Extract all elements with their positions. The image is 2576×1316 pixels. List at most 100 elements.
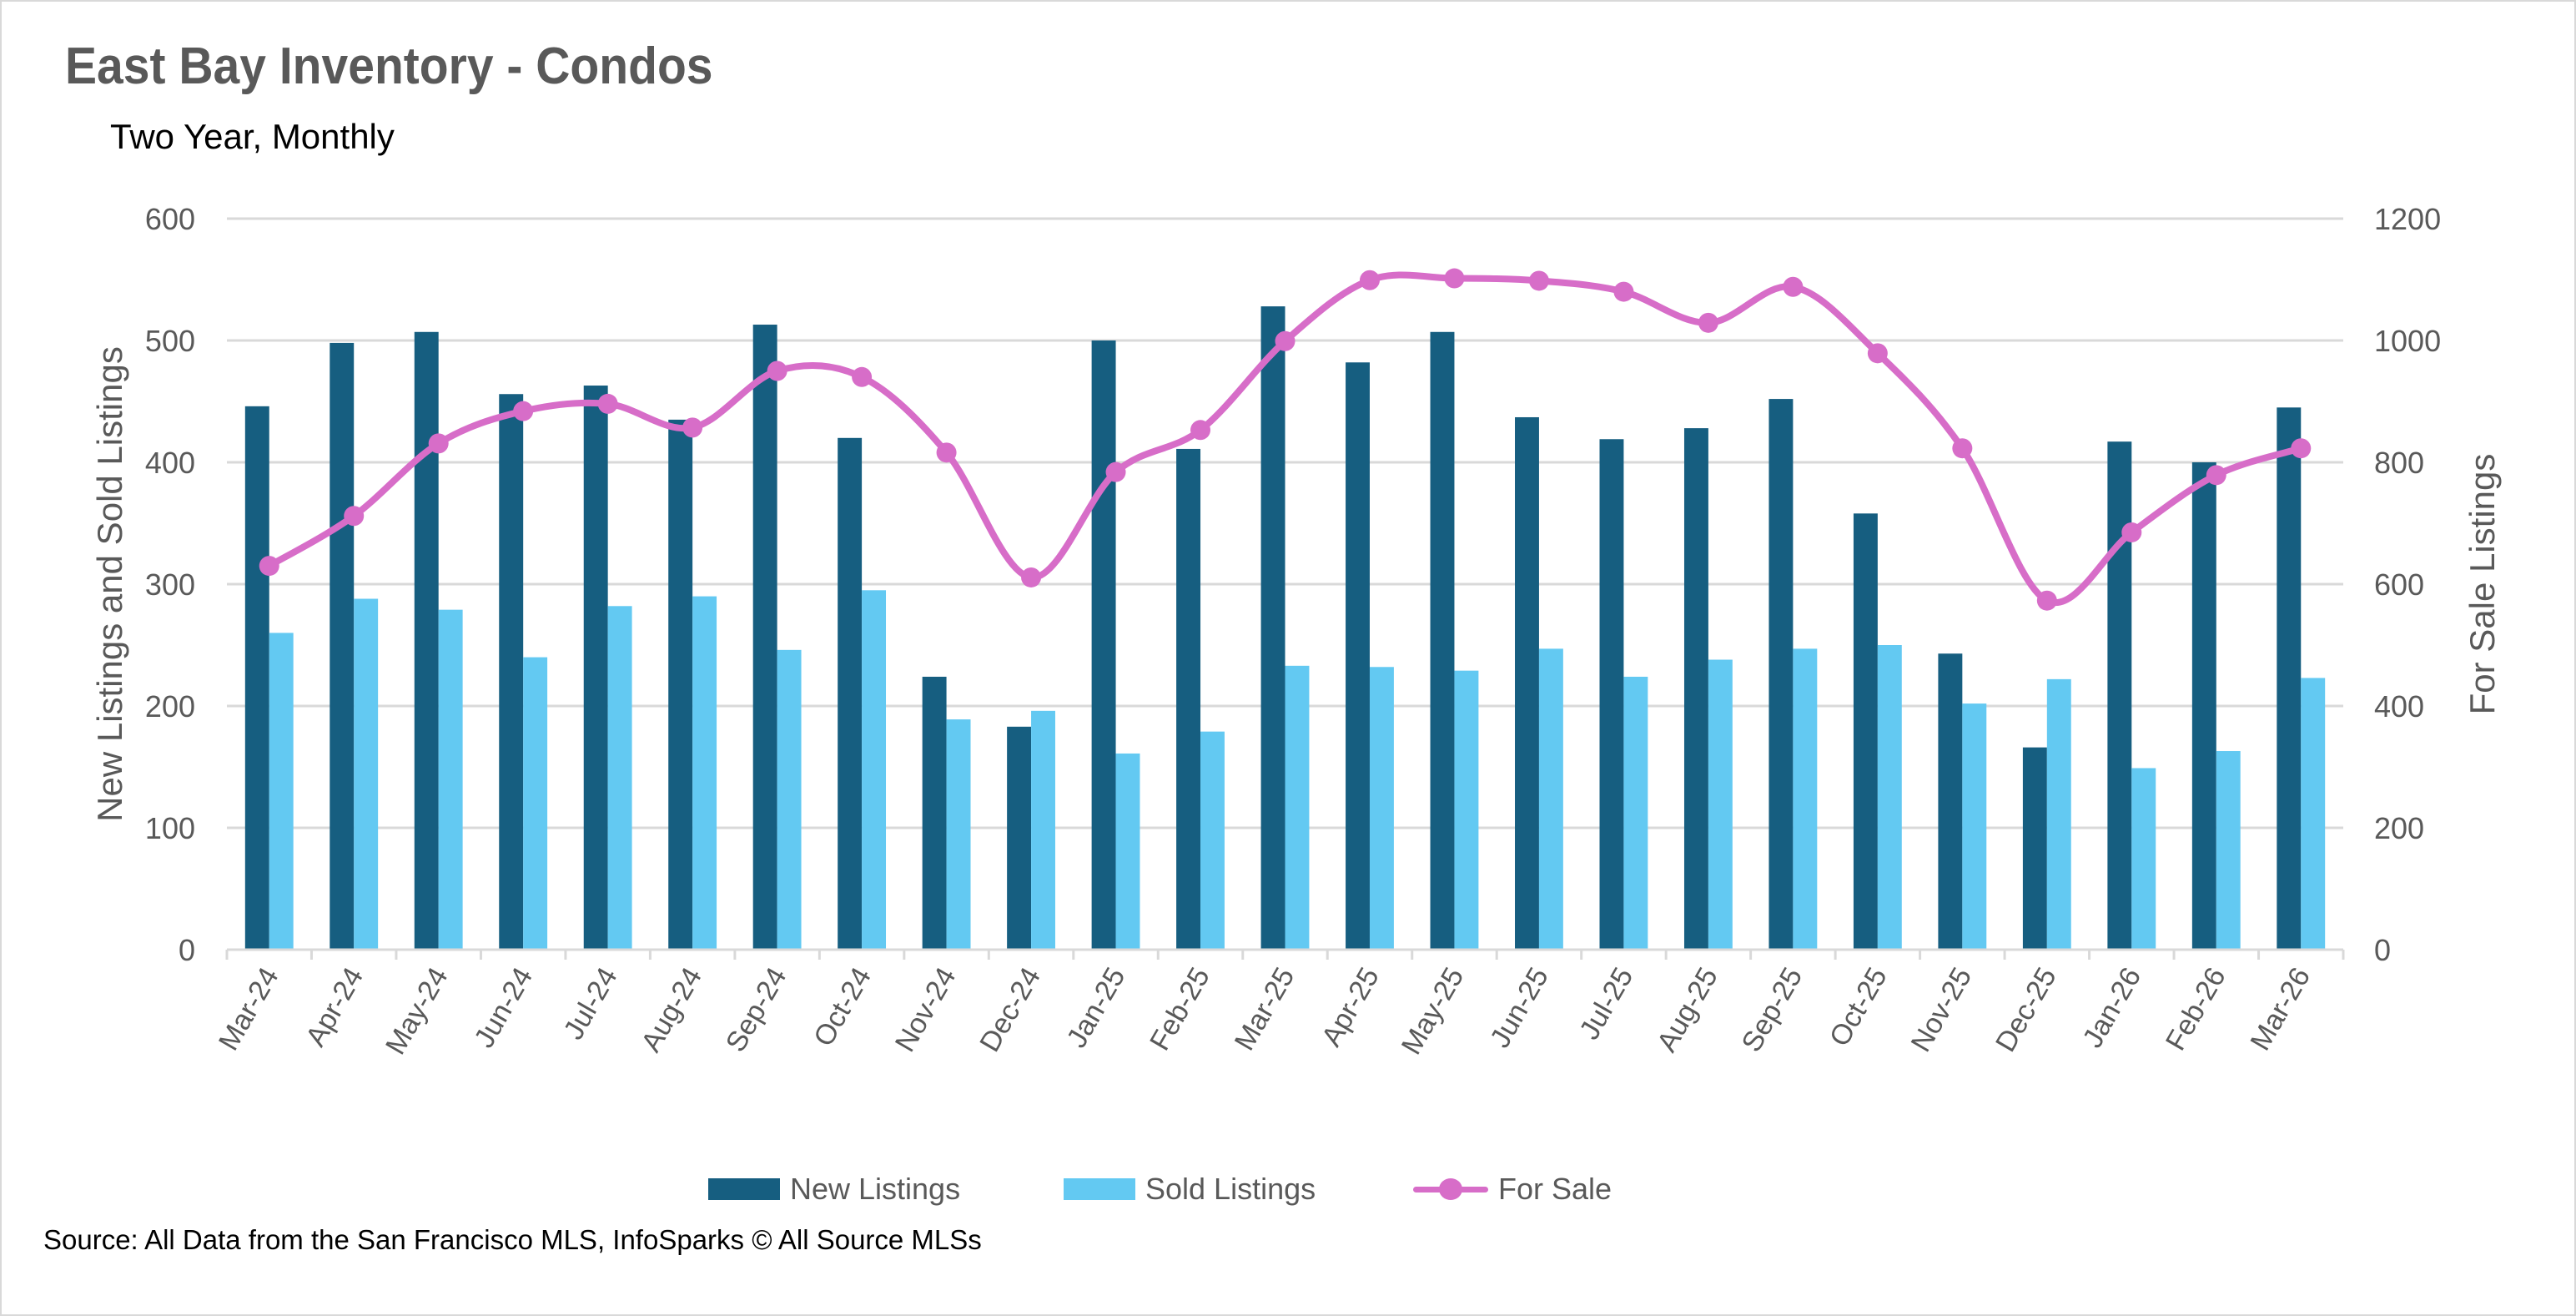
left-tick-label: 100 bbox=[145, 811, 195, 845]
bar-sold-listings bbox=[1623, 676, 1648, 950]
bar-new-listings bbox=[1515, 416, 1539, 950]
legend-label: New Listings bbox=[790, 1172, 961, 1206]
legend-label: For Sale bbox=[1498, 1172, 1613, 1206]
x-tick-label: Apr-24 bbox=[299, 962, 370, 1051]
bar-new-listings bbox=[838, 437, 863, 950]
bar-new-listings bbox=[1683, 428, 1708, 950]
bar-new-listings bbox=[2277, 407, 2302, 950]
bar-new-listings bbox=[1091, 340, 1116, 950]
bar-sold-listings bbox=[523, 657, 548, 950]
for-sale-point bbox=[1105, 461, 1126, 482]
for-sale-point bbox=[682, 417, 703, 438]
for-sale-point bbox=[513, 401, 534, 421]
for-sale-point bbox=[1528, 270, 1549, 291]
bar-sold-listings bbox=[2301, 678, 2326, 950]
for-sale-point bbox=[597, 393, 618, 414]
bar-new-listings bbox=[1430, 331, 1455, 950]
left-tick-label: 600 bbox=[145, 202, 195, 236]
bar-new-listings bbox=[1853, 513, 1878, 950]
bar-sold-listings bbox=[2131, 768, 2156, 950]
legend-new-listings: New Listings bbox=[708, 1168, 960, 1210]
bar-new-listings bbox=[583, 386, 608, 950]
x-tick-label: Dec-24 bbox=[974, 962, 1047, 1057]
bar-sold-listings bbox=[1793, 648, 1818, 950]
for-sale-point bbox=[344, 506, 365, 527]
for-sale-line bbox=[259, 268, 2312, 611]
for-sale-point bbox=[2206, 465, 2226, 486]
left-tick-label: 300 bbox=[145, 567, 195, 602]
right-tick-label: 400 bbox=[2374, 689, 2424, 724]
x-tick-label: Mar-24 bbox=[213, 962, 285, 1056]
x-tick-label: Mar-25 bbox=[1229, 962, 1301, 1056]
x-tick-label: Oct-24 bbox=[808, 962, 878, 1051]
for-sale-point bbox=[1444, 268, 1465, 289]
x-tick-label: Nov-24 bbox=[889, 962, 963, 1057]
bar-sold-listings bbox=[2046, 678, 2071, 950]
chart-subtitle: Two Year, Monthly bbox=[110, 117, 395, 156]
for-sale-point bbox=[428, 433, 449, 454]
bar-sold-listings bbox=[1454, 670, 1479, 950]
bars bbox=[244, 306, 2326, 950]
x-tick-label: Apr-25 bbox=[1316, 962, 1386, 1051]
legend-sold-listings: Sold Listings bbox=[1064, 1168, 1316, 1210]
bar-sold-listings bbox=[777, 649, 802, 950]
for-sale-point bbox=[1952, 438, 1973, 459]
right-tick-label: 1200 bbox=[2374, 202, 2441, 236]
for-sale-point bbox=[2291, 438, 2312, 459]
for-sale-point bbox=[1783, 276, 1804, 297]
bar-sold-listings bbox=[2216, 751, 2241, 950]
bar-sold-listings bbox=[1285, 665, 1310, 950]
for-sale-point bbox=[1613, 281, 1634, 302]
for-sale-point bbox=[1698, 312, 1718, 333]
bar-sold-listings bbox=[1708, 659, 1733, 950]
bar-sold-listings bbox=[1031, 710, 1055, 950]
bar-new-listings bbox=[1260, 306, 1285, 950]
x-tick-label: May-24 bbox=[380, 962, 455, 1060]
bar-sold-listings bbox=[1369, 667, 1394, 950]
bar-new-listings bbox=[1599, 439, 1624, 950]
x-axis: Mar-24 Apr-24 May-24 Jun-24 Jul-24 Aug-24 Sep-… bbox=[213, 948, 2345, 1060]
for-sale-point bbox=[1275, 330, 1296, 351]
x-tick-label: Jul-24 bbox=[557, 962, 623, 1045]
bar-new-listings bbox=[1938, 653, 1963, 950]
for-sale-point bbox=[936, 442, 957, 463]
bar-new-listings bbox=[752, 325, 777, 950]
left-tick-label: 200 bbox=[145, 689, 195, 724]
bar-sold-listings bbox=[269, 633, 294, 950]
bar-sold-listings bbox=[692, 596, 717, 950]
x-tick-label: Sep-25 bbox=[1736, 962, 1809, 1057]
bar-new-listings bbox=[244, 406, 269, 950]
bar-new-listings bbox=[668, 419, 693, 950]
legend-label: Sold Listings bbox=[1145, 1172, 1316, 1206]
x-tick-label: Feb-25 bbox=[1144, 962, 1216, 1056]
for-sale-point bbox=[1867, 343, 1888, 364]
bar-sold-listings bbox=[1962, 703, 1987, 950]
for-sale-point bbox=[259, 556, 279, 577]
x-tick-label: Oct-25 bbox=[1824, 962, 1894, 1051]
right-tick-label: 600 bbox=[2374, 567, 2424, 602]
x-tick-label: Jun-25 bbox=[1484, 962, 1555, 1053]
bar-new-listings bbox=[1007, 726, 1032, 950]
bar-sold-listings bbox=[1877, 645, 1902, 950]
x-tick-label: Jul-25 bbox=[1573, 962, 1639, 1045]
bar-sold-listings bbox=[862, 590, 887, 950]
bar-sold-listings bbox=[354, 598, 379, 950]
x-tick-label: Aug-25 bbox=[1651, 962, 1724, 1057]
left-tick-label: 500 bbox=[145, 324, 195, 358]
bar-sold-listings bbox=[1115, 753, 1140, 950]
right-tick-label: 800 bbox=[2374, 446, 2424, 480]
legend-for-sale: For Sale bbox=[1413, 1168, 1612, 1210]
bar-sold-listings bbox=[438, 609, 463, 950]
bar-sold-listings bbox=[607, 606, 632, 950]
x-tick-label: Mar-26 bbox=[2244, 962, 2317, 1056]
bar-new-listings bbox=[1346, 362, 1370, 950]
for-sale-point bbox=[1190, 420, 1211, 441]
bar-sold-listings bbox=[946, 719, 971, 950]
legend-swatch-sold-listings bbox=[1064, 1178, 1135, 1200]
left-tick-label: 0 bbox=[179, 933, 195, 967]
x-tick-label: Jan-25 bbox=[1061, 962, 1132, 1053]
bar-new-listings bbox=[414, 331, 439, 950]
right-axis-ticks: 0 200 400 600 800 1000 1200 bbox=[2374, 202, 2441, 967]
